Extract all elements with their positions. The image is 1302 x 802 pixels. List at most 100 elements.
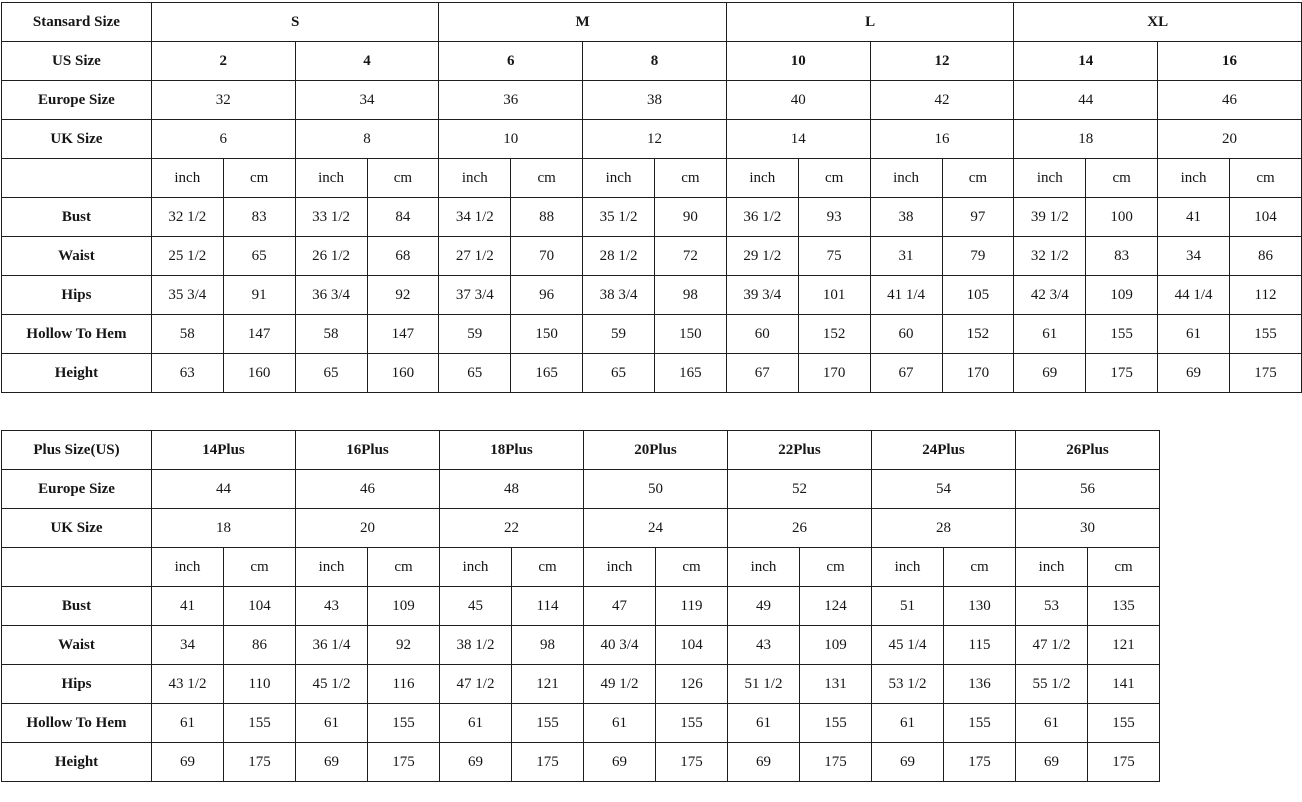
data-cell: 38 1/2	[439, 625, 512, 665]
data-cell: 150	[510, 314, 584, 354]
data-cell: 32 1/2	[1013, 236, 1087, 276]
data-cell: 92	[367, 625, 440, 665]
size-header-cell: 6	[438, 41, 584, 81]
data-cell: 175	[1085, 353, 1159, 393]
data-cell: 43	[727, 625, 800, 665]
unit-cell: cm	[797, 158, 871, 198]
unit-cell: cm	[655, 547, 728, 587]
row-header-cell: Hips	[1, 275, 152, 315]
unit-cell: inch	[583, 547, 656, 587]
data-cell: 26 1/2	[294, 236, 368, 276]
data-cell: 165	[510, 353, 584, 393]
data-cell: 38	[869, 197, 943, 237]
data-cell: 88	[510, 197, 584, 237]
unit-cell: cm	[943, 547, 1016, 587]
data-cell: 155	[223, 703, 296, 743]
data-cell: 47	[583, 586, 656, 626]
data-cell: 67	[725, 353, 799, 393]
data-cell: 119	[655, 586, 728, 626]
data-cell: 38	[582, 80, 727, 120]
data-cell: 45 1/4	[871, 625, 944, 665]
data-cell: 61	[1013, 314, 1087, 354]
data-cell: 93	[797, 197, 871, 237]
data-cell: 155	[511, 703, 584, 743]
data-cell: 48	[439, 469, 584, 509]
data-cell: 155	[1087, 703, 1160, 743]
data-cell: 155	[943, 703, 1016, 743]
size-header-cell: M	[438, 2, 727, 42]
data-cell: 29 1/2	[725, 236, 799, 276]
table-row: Bust 41 104 43 109 45 114 47 119 49 124 51 130 53 135	[1, 586, 1160, 626]
data-cell: 98	[654, 275, 727, 315]
data-cell: 124	[799, 586, 872, 626]
data-cell: 20	[1157, 119, 1302, 159]
data-cell: 14	[725, 119, 871, 159]
unit-cell: cm	[1087, 547, 1160, 587]
unit-cell: cm	[511, 547, 584, 587]
data-cell: 45 1/2	[295, 664, 368, 704]
data-cell: 155	[655, 703, 728, 743]
data-cell: 91	[222, 275, 296, 315]
row-header-cell: Hollow To Hem	[1, 314, 152, 354]
data-cell: 97	[941, 197, 1015, 237]
unit-cell: inch	[727, 547, 800, 587]
data-cell: 65	[582, 353, 655, 393]
size-header-cell: 20Plus	[583, 430, 728, 470]
data-cell: 41	[1157, 197, 1230, 237]
data-cell: 90	[654, 197, 727, 237]
data-cell: 104	[655, 625, 728, 665]
data-cell: 160	[222, 353, 296, 393]
data-cell: 109	[799, 625, 872, 665]
data-cell: 155	[1085, 314, 1159, 354]
data-cell: 53	[1015, 586, 1088, 626]
data-cell: 22	[439, 508, 584, 548]
data-cell: 54	[871, 469, 1016, 509]
data-cell: 147	[222, 314, 296, 354]
table-row: Stansard Size S M L XL	[1, 2, 1302, 42]
unit-cell: inch	[150, 158, 224, 198]
data-cell: 104	[223, 586, 296, 626]
data-cell: 83	[1085, 236, 1159, 276]
data-cell: 53 1/2	[871, 664, 944, 704]
data-cell: 69	[727, 742, 800, 782]
data-cell: 96	[510, 275, 584, 315]
data-cell: 69	[295, 742, 368, 782]
data-cell: 175	[1087, 742, 1160, 782]
row-header-cell: Bust	[1, 586, 152, 626]
data-cell: 38 3/4	[582, 275, 655, 315]
size-header-cell: 18Plus	[439, 430, 584, 470]
data-cell: 175	[799, 742, 872, 782]
row-header-cell: Europe Size	[1, 469, 152, 509]
data-cell: 59	[582, 314, 655, 354]
data-cell: 170	[797, 353, 871, 393]
unit-cell: inch	[869, 158, 943, 198]
data-cell: 175	[655, 742, 728, 782]
table-row: Hollow To Hem 58 147 58 147 59 150 59 150 60 152 60…	[1, 314, 1302, 354]
data-cell: 37 3/4	[438, 275, 512, 315]
size-header-cell: L	[725, 2, 1015, 42]
data-cell: 34	[294, 80, 440, 120]
data-cell: 92	[366, 275, 440, 315]
data-cell: 41 1/4	[869, 275, 943, 315]
data-cell: 75	[797, 236, 871, 276]
size-header-cell: 24Plus	[871, 430, 1016, 470]
row-header-cell: Stansard Size	[1, 2, 152, 42]
data-cell: 24	[583, 508, 728, 548]
data-cell: 18	[1013, 119, 1159, 159]
data-cell: 27 1/2	[438, 236, 512, 276]
data-cell: 116	[367, 664, 440, 704]
data-cell: 58	[294, 314, 368, 354]
data-cell: 31	[869, 236, 943, 276]
standard-size-chart: Stansard Size S M L XL US Size 2 4 6 8 10 12 14 16 Eur…	[0, 2, 1302, 393]
row-header-cell	[1, 547, 152, 587]
data-cell: 45	[439, 586, 512, 626]
unit-cell: inch	[151, 547, 224, 587]
data-cell: 43 1/2	[151, 664, 224, 704]
table-row: Height 63 160 65 160 65 165 65 165 67 170 67 170 69 17…	[1, 353, 1302, 393]
unit-cell: cm	[1085, 158, 1159, 198]
unit-cell: cm	[366, 158, 440, 198]
data-cell: 35 1/2	[582, 197, 655, 237]
data-cell: 68	[366, 236, 440, 276]
data-cell: 101	[797, 275, 871, 315]
data-cell: 20	[295, 508, 440, 548]
